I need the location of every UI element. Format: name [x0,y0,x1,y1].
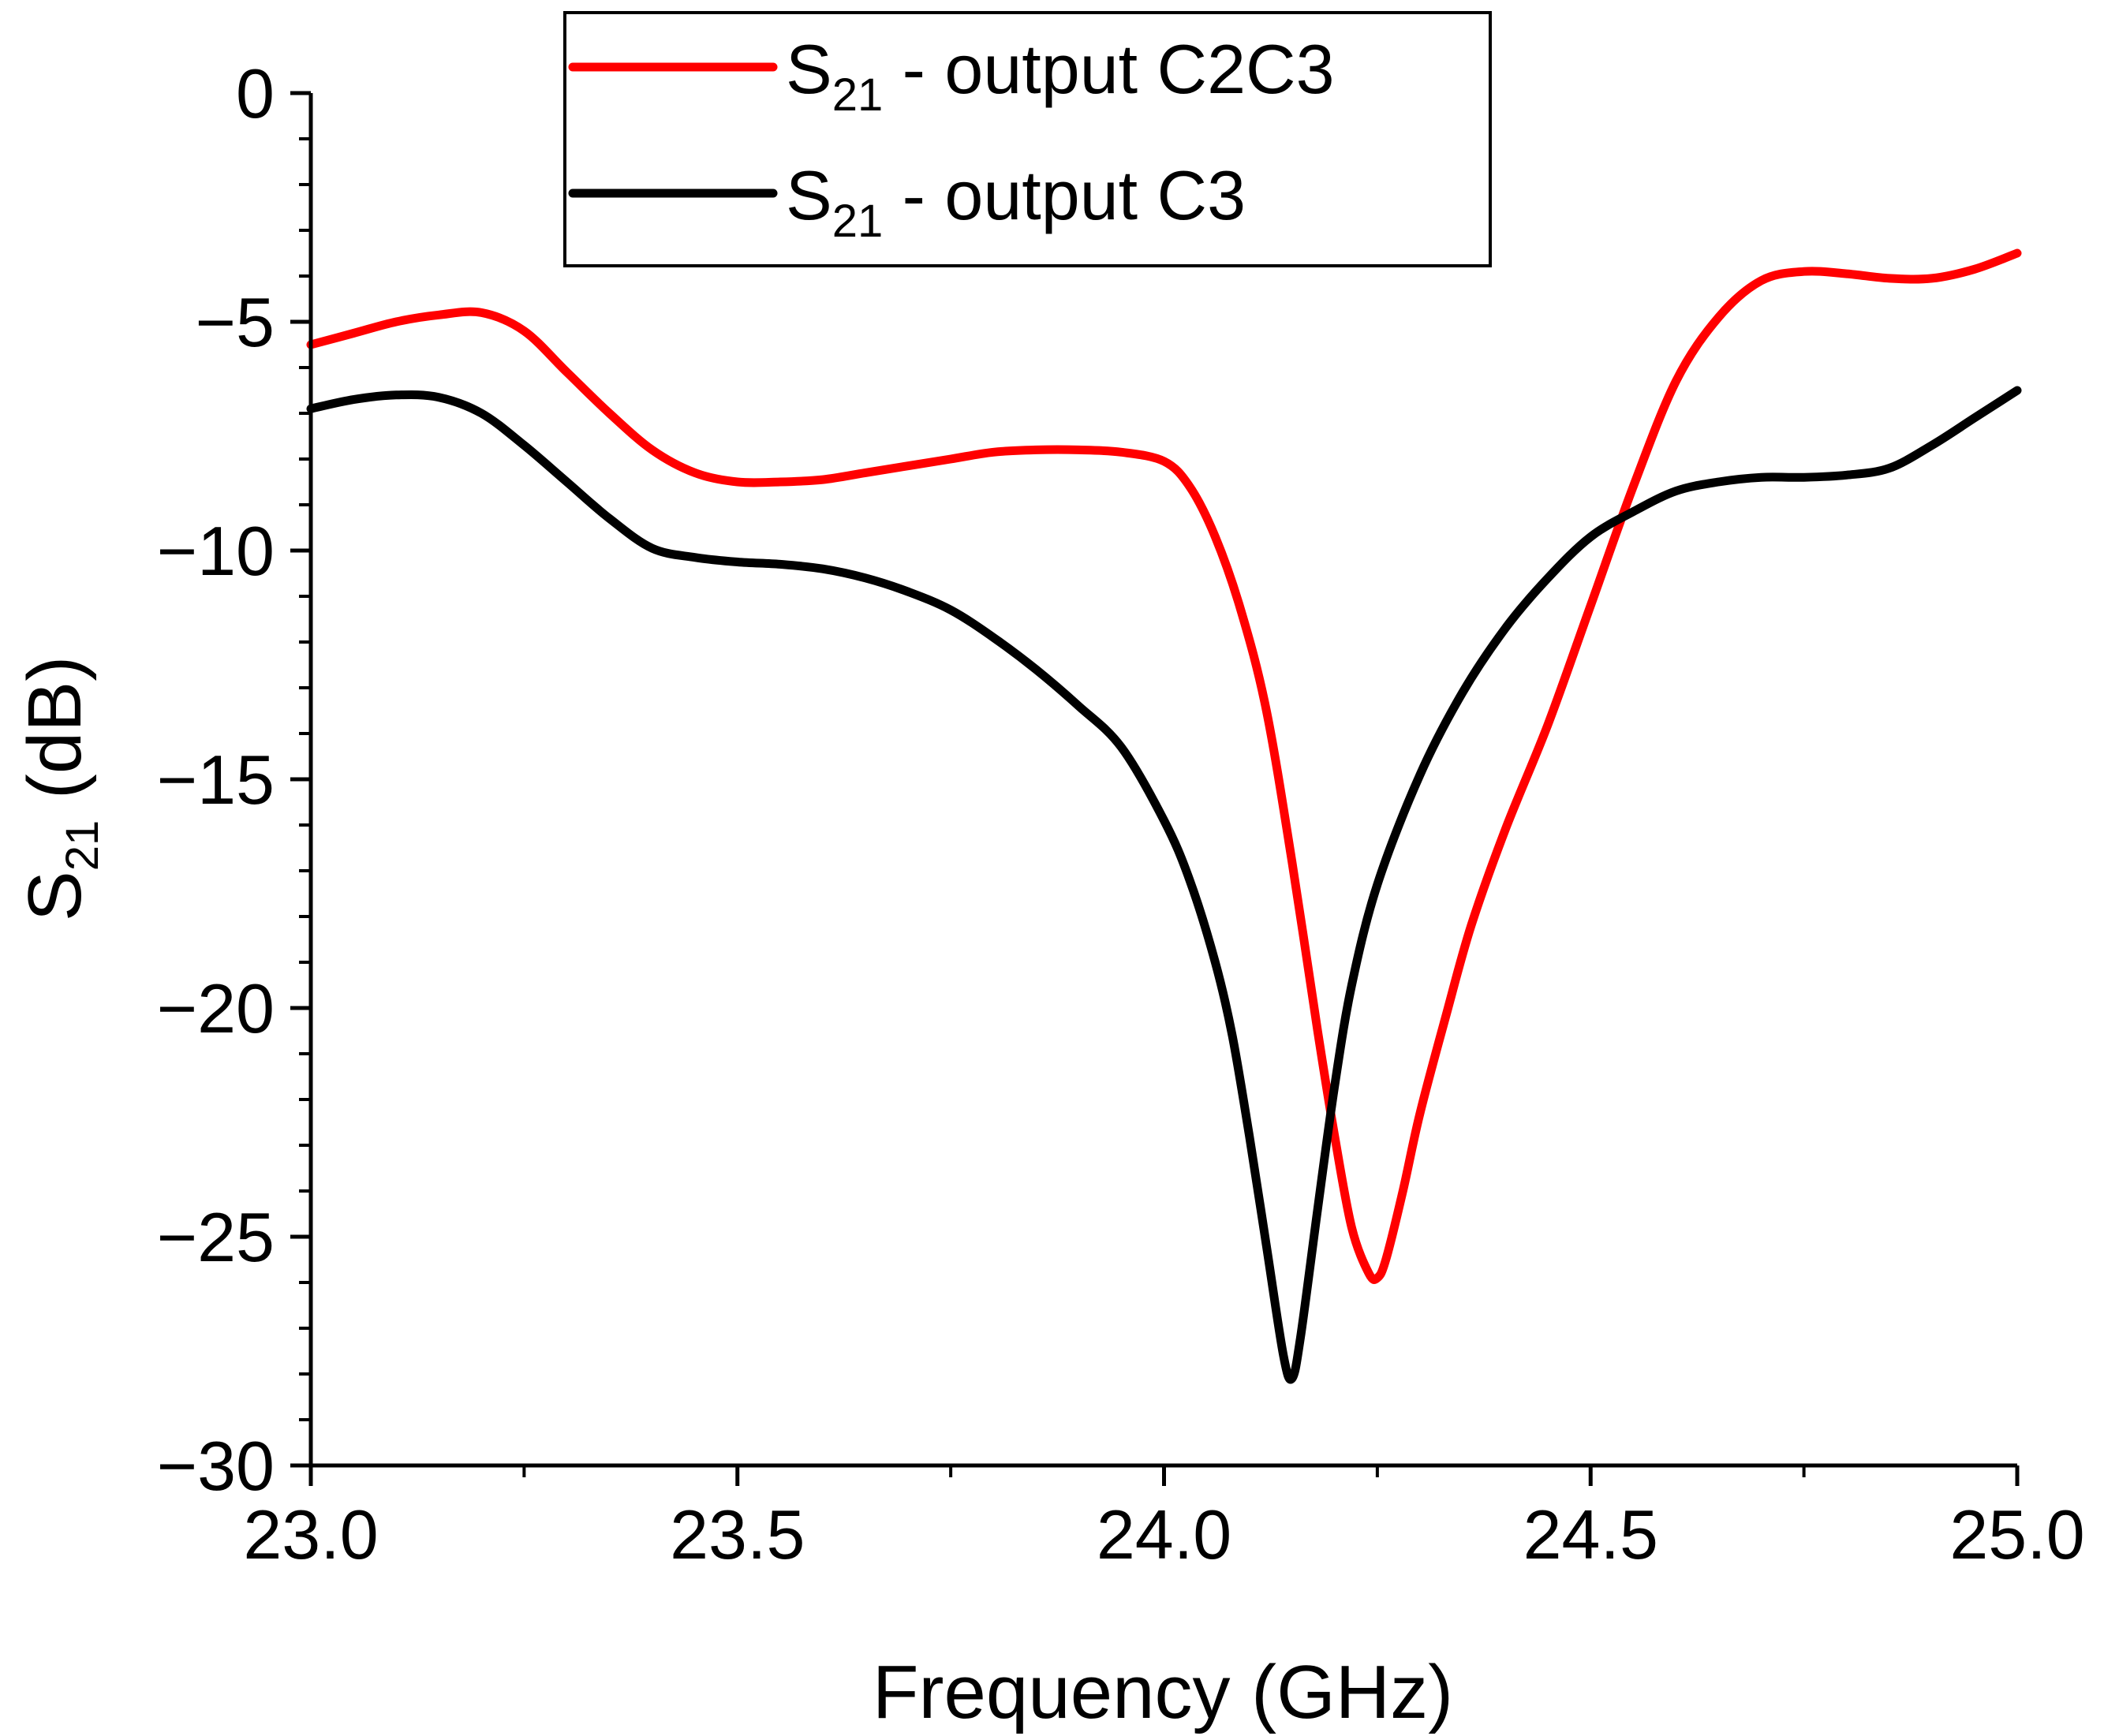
x-tick-label: 25.0 [1949,1495,2084,1574]
x-tick-label: 24.5 [1523,1495,1658,1574]
y-tick-label: −30 [157,1427,275,1505]
series-line-c3 [306,386,2022,1384]
x-axis-title: Frequency (GHz) [873,1650,1453,1734]
y-tick-label: −25 [157,1198,275,1276]
y-tick-label: −15 [157,741,275,819]
legend-label-c3: S21 - output C3 [786,156,1246,247]
x-tick-label: 23.0 [243,1495,378,1574]
legend: S21 - output C2C3 S21 - output C3 [563,11,1492,267]
legend-entry-c2c3: S21 - output C2C3 [568,30,1335,121]
y-axis-title: S21 (dB) [13,656,108,922]
y-tick-label: −10 [157,512,275,590]
y-tick-label: 0 [236,54,275,133]
series-layer [306,248,2022,1384]
legend-box [563,11,1492,267]
legend-label-c2c3: S21 - output C2C3 [786,30,1335,121]
axes-layer: 23.0 23.5 24.0 24.5 25.0 0 −5 −10 −15 −20 −25 −30 [157,54,2085,1574]
series-line-c2c3 [306,248,2022,1284]
y-tick-label: −5 [196,283,275,361]
x-tick-label: 24.0 [1097,1495,1231,1574]
legend-entry-c3: S21 - output C3 [568,156,1246,247]
y-tick-label: −20 [157,969,275,1047]
x-tick-label: 23.5 [670,1495,805,1574]
